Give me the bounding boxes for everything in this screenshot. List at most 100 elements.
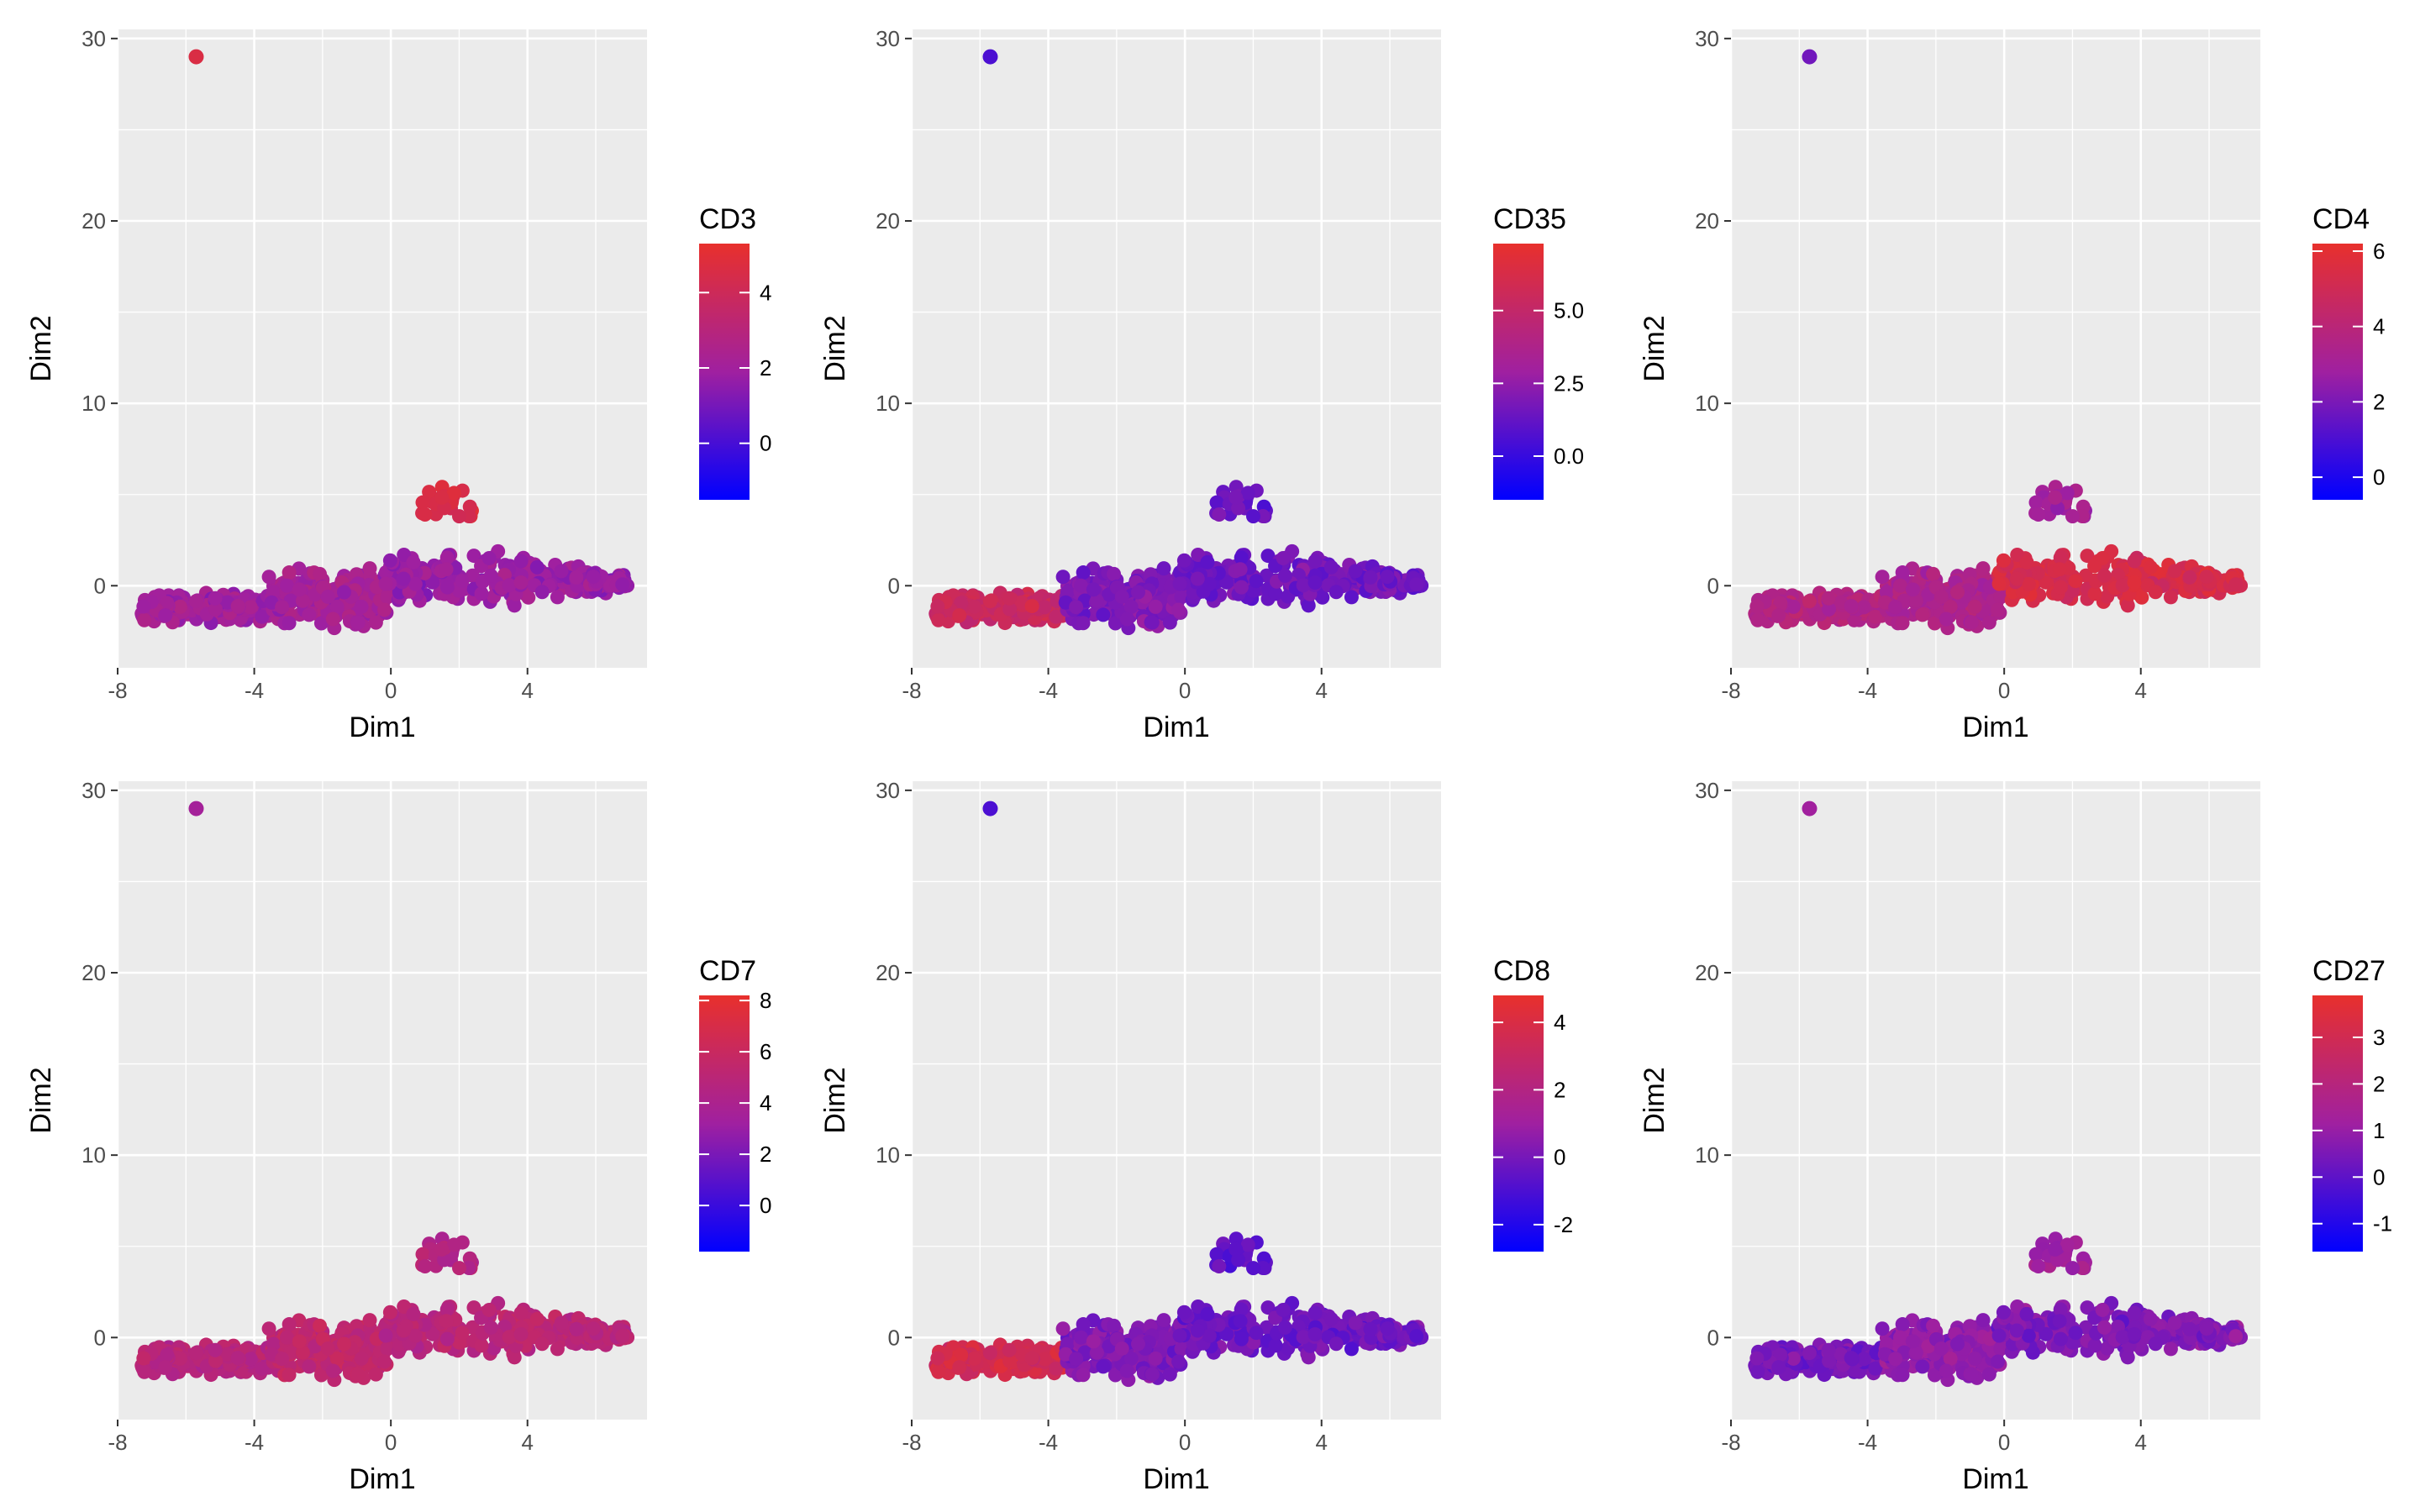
data-point bbox=[931, 612, 946, 627]
outlier-point bbox=[1802, 801, 1818, 816]
x-tick-label: 4 bbox=[522, 1430, 534, 1455]
data-point bbox=[534, 585, 550, 600]
data-point bbox=[1875, 570, 1890, 585]
data-point bbox=[1786, 599, 1801, 614]
data-point bbox=[507, 598, 522, 613]
outlier-point bbox=[1802, 49, 1818, 65]
y-tick-label: 0 bbox=[94, 573, 106, 598]
data-point bbox=[1069, 600, 1084, 615]
data-point bbox=[1749, 599, 1765, 614]
data-point bbox=[279, 578, 294, 593]
data-point bbox=[2127, 575, 2142, 590]
data-point bbox=[281, 565, 297, 580]
data-point bbox=[1234, 1331, 1249, 1347]
data-point bbox=[1296, 578, 1311, 593]
data-point bbox=[931, 1364, 946, 1379]
data-point bbox=[1773, 596, 1788, 611]
data-point bbox=[1991, 576, 2007, 591]
data-point bbox=[966, 599, 981, 614]
data-point bbox=[158, 1360, 173, 1375]
data-point bbox=[1171, 602, 1186, 617]
data-point bbox=[1933, 1341, 1949, 1356]
data-point bbox=[2039, 575, 2054, 590]
data-point bbox=[2031, 1259, 2046, 1274]
data-point bbox=[2080, 549, 2095, 564]
data-point bbox=[513, 1305, 529, 1320]
data-point bbox=[208, 601, 224, 617]
data-point bbox=[466, 549, 481, 564]
y-tick-label: 20 bbox=[876, 208, 900, 234]
data-point bbox=[439, 580, 455, 595]
y-tick-label: 20 bbox=[1695, 960, 1719, 985]
x-tick-label: 4 bbox=[2135, 1430, 2147, 1455]
x-tick-label: 4 bbox=[1316, 678, 1328, 703]
data-point bbox=[1176, 1305, 1192, 1320]
data-point bbox=[1212, 507, 1227, 522]
data-point bbox=[1981, 615, 1996, 630]
data-point bbox=[1307, 575, 1323, 590]
data-point bbox=[1073, 1330, 1088, 1345]
x-tick-label: 4 bbox=[522, 678, 534, 703]
data-point bbox=[1228, 1242, 1244, 1257]
x-tick-label: -4 bbox=[245, 678, 264, 703]
data-point bbox=[295, 593, 310, 608]
data-point bbox=[2053, 580, 2068, 595]
legend-tick-label: 4 bbox=[2373, 314, 2385, 339]
legend-colorbar bbox=[1493, 995, 1544, 1252]
data-point bbox=[136, 599, 151, 614]
data-point bbox=[1114, 1341, 1129, 1356]
data-point bbox=[406, 554, 421, 570]
data-point bbox=[455, 574, 470, 589]
data-point bbox=[1991, 1328, 2007, 1343]
data-point bbox=[550, 590, 565, 605]
data-point bbox=[1260, 549, 1276, 564]
data-point bbox=[481, 1302, 497, 1317]
legend-tick-label: 2 bbox=[1554, 1077, 1565, 1102]
data-point bbox=[930, 1351, 945, 1366]
data-point bbox=[230, 1351, 245, 1366]
data-point bbox=[1821, 591, 1836, 606]
data-point bbox=[1895, 616, 1910, 631]
data-point bbox=[2228, 1329, 2244, 1344]
y-tick-label: 30 bbox=[1695, 26, 1719, 51]
data-point bbox=[1055, 570, 1071, 585]
x-tick-label: -4 bbox=[1039, 678, 1058, 703]
legend-tick-label: 0 bbox=[1554, 1145, 1565, 1170]
data-point bbox=[261, 1321, 276, 1336]
data-point bbox=[1348, 564, 1363, 579]
data-point bbox=[1892, 578, 1907, 593]
data-point bbox=[137, 612, 152, 627]
data-point bbox=[1875, 1321, 1890, 1336]
data-point bbox=[455, 1326, 470, 1341]
data-point bbox=[350, 615, 366, 630]
data-point bbox=[615, 577, 630, 592]
data-point bbox=[2048, 490, 2063, 505]
y-tick-label: 10 bbox=[876, 1142, 900, 1168]
data-point bbox=[2095, 550, 2110, 565]
data-point bbox=[2148, 1336, 2163, 1352]
x-tick-label: 0 bbox=[1179, 678, 1191, 703]
data-point bbox=[1348, 1315, 1363, 1331]
data-point bbox=[1055, 1321, 1071, 1336]
x-tick-label: -4 bbox=[245, 1430, 264, 1455]
data-point bbox=[313, 616, 329, 631]
data-point bbox=[930, 599, 945, 614]
data-point bbox=[1926, 1318, 1941, 1333]
y-tick-label: 20 bbox=[82, 208, 106, 234]
data-point bbox=[281, 616, 297, 631]
legend-title: CD7 bbox=[699, 955, 756, 987]
data-point bbox=[1328, 585, 1344, 600]
color-legend: CD4 0 2 4 6 bbox=[2312, 203, 2385, 500]
data-point bbox=[1844, 599, 1859, 614]
data-point bbox=[1086, 1334, 1101, 1349]
data-point bbox=[1856, 600, 1871, 615]
color-legend: CD35 0.0 2.5 5.0 bbox=[1493, 203, 1584, 500]
data-point bbox=[2019, 1306, 2034, 1321]
data-point bbox=[1991, 602, 2006, 617]
x-axis-title: Dim1 bbox=[1962, 1463, 2028, 1495]
data-point bbox=[136, 1351, 151, 1366]
data-point bbox=[2182, 1321, 2197, 1336]
data-point bbox=[1307, 1326, 1323, 1341]
data-point bbox=[1219, 575, 1234, 590]
